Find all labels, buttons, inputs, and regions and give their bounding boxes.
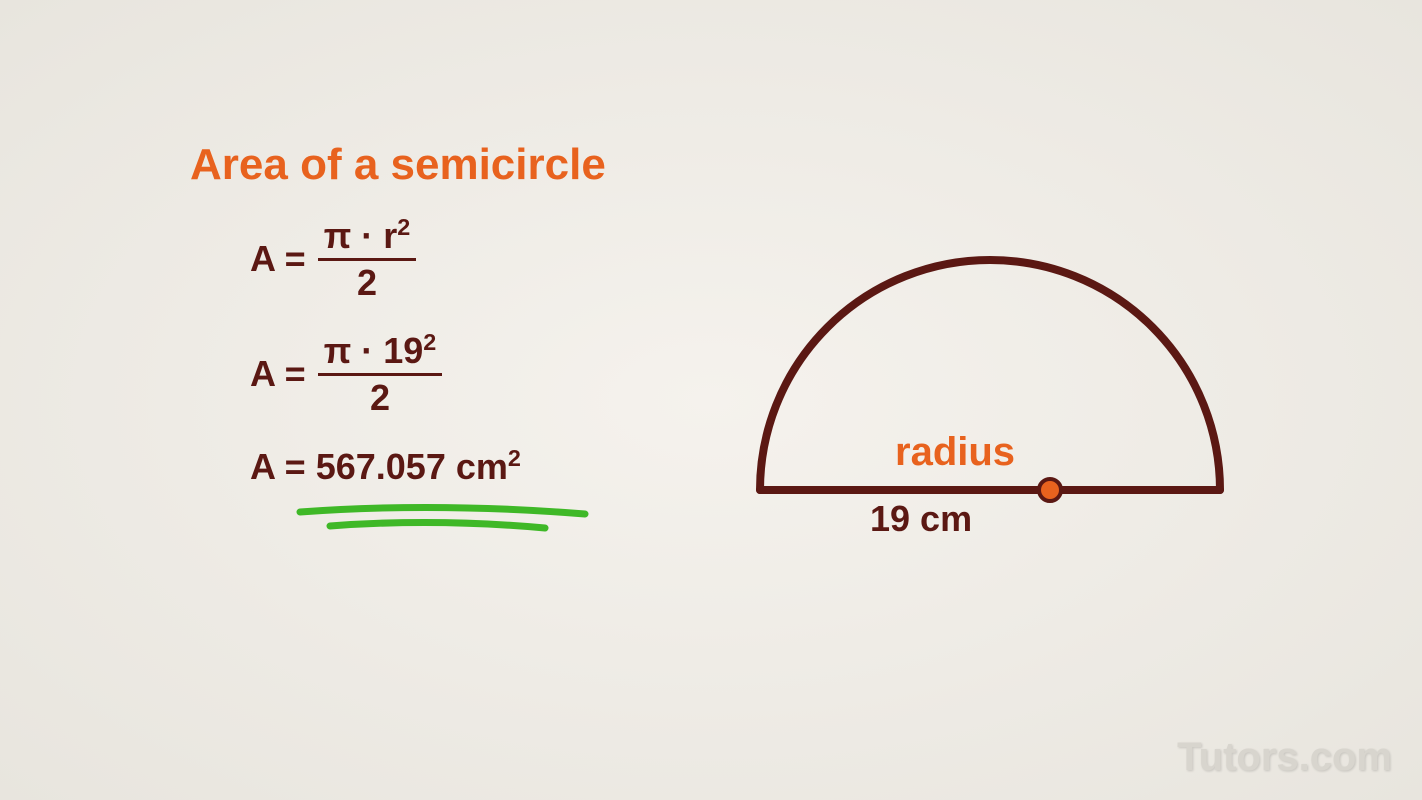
result-underline bbox=[285, 500, 605, 540]
formula-fraction: π · r2 2 bbox=[318, 215, 417, 302]
num-text: π · 19 bbox=[324, 330, 424, 371]
formula-fraction: π · 192 2 bbox=[318, 330, 443, 417]
num-exponent: 2 bbox=[423, 329, 436, 355]
watermark: Tutors.com bbox=[1177, 735, 1392, 780]
radius-label: radius bbox=[895, 430, 1015, 475]
formula-result: A = 567.057 cm2 bbox=[250, 445, 521, 488]
fraction-denominator: 2 bbox=[370, 376, 390, 418]
result-value: 567.057 cm bbox=[316, 446, 508, 487]
fraction-denominator: 2 bbox=[357, 261, 377, 303]
formula-substituted: A = π · 192 2 bbox=[250, 330, 521, 417]
radius-value: 19 cm bbox=[870, 498, 972, 540]
formula-lhs: A = bbox=[250, 353, 306, 395]
num-exponent: 2 bbox=[397, 214, 410, 240]
result-exponent: 2 bbox=[508, 445, 521, 471]
formula-lhs: A = bbox=[250, 238, 306, 280]
formula-general: A = π · r2 2 bbox=[250, 215, 521, 302]
num-text: π · r bbox=[324, 215, 398, 256]
formula-block: A = π · r2 2 A = π · 192 2 A = 567.057 c… bbox=[250, 215, 521, 488]
page-title: Area of a semicircle bbox=[190, 140, 606, 190]
fraction-numerator: π · 192 bbox=[318, 330, 443, 376]
fraction-numerator: π · r2 bbox=[318, 215, 417, 261]
result-lhs: A = bbox=[250, 446, 306, 487]
center-point-icon bbox=[1039, 479, 1061, 501]
